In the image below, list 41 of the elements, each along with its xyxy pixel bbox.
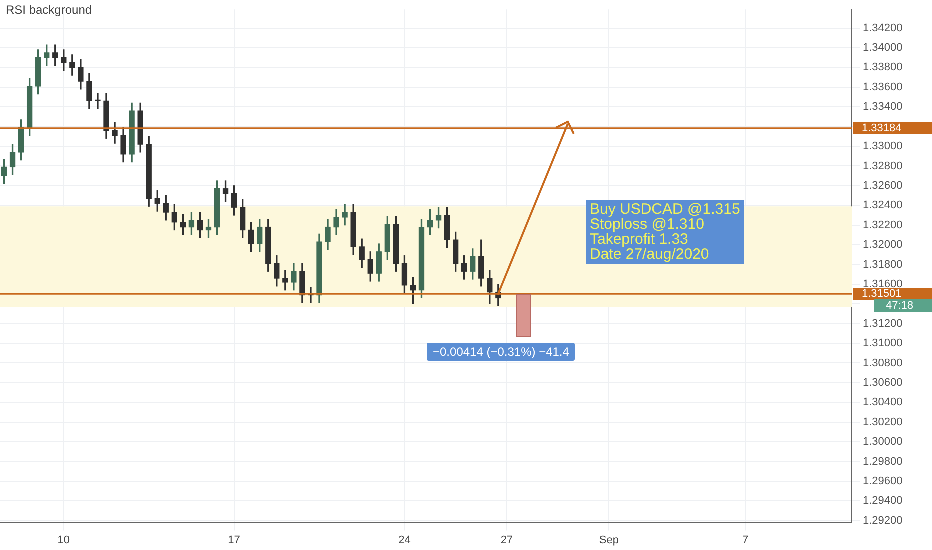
y-tick-label: 1.33400 xyxy=(863,101,903,114)
candlestick xyxy=(95,93,101,110)
x-tick-label: 10 xyxy=(58,534,70,546)
y-tick-label: 1.32000 xyxy=(863,239,903,252)
y-tick-label: 1.32400 xyxy=(863,200,903,212)
y-tick-label: 1.33000 xyxy=(863,140,903,153)
annotation: Stoploss @1.310 xyxy=(590,216,704,233)
chart-title: RSI background xyxy=(6,3,92,17)
y-tick-label: 1.30800 xyxy=(863,357,903,370)
y-tick-label: 1.34200 xyxy=(863,22,903,34)
x-tick-label: Sep xyxy=(599,534,619,546)
y-tick-label: 1.32200 xyxy=(863,219,903,232)
y-tick-label: 1.31200 xyxy=(863,318,903,330)
y-tick-label: 1.29400 xyxy=(863,495,903,508)
y-tick-label: 1.30600 xyxy=(863,376,903,389)
y-tick-label: 1.31600 xyxy=(863,278,903,290)
ref-line-label: 1.31501 xyxy=(862,288,902,300)
x-tick-label: 24 xyxy=(398,534,411,546)
x-tick-label: 17 xyxy=(228,534,240,546)
y-tick-label: 1.33600 xyxy=(863,81,903,94)
annotation: −0.00414 (−0.31%) −41.4 xyxy=(427,343,576,361)
ref-line-label: 1.33184 xyxy=(862,122,902,134)
y-tick-label: 1.31800 xyxy=(863,258,903,271)
x-tick-label: 27 xyxy=(500,534,514,546)
y-tick-label: 1.30000 xyxy=(863,436,903,448)
annotation: Takeprofit 1.33 xyxy=(590,231,688,248)
annotation: Buy USDCAD @1.315 xyxy=(590,201,740,218)
y-tick-label: 1.34000 xyxy=(863,42,903,54)
y-tick-label: 1.29800 xyxy=(863,456,903,468)
y-tick-label: 1.33800 xyxy=(863,62,903,74)
y-tick-label: 1.30400 xyxy=(863,396,903,409)
y-tick-label: 1.32600 xyxy=(863,180,903,192)
y-tick-label: 1.32800 xyxy=(863,160,903,172)
y-tick-label: 1.29600 xyxy=(863,475,903,488)
y-tick-label: 1.31000 xyxy=(863,338,903,350)
x-tick-label: 7 xyxy=(742,534,749,546)
text: 47:18 xyxy=(886,300,914,312)
y-tick-label: 1.29200 xyxy=(863,514,903,527)
annotation: Date 27/aug/2020 xyxy=(590,246,710,263)
y-tick-label: 1.30200 xyxy=(863,416,903,428)
candlestick xyxy=(70,54,76,76)
